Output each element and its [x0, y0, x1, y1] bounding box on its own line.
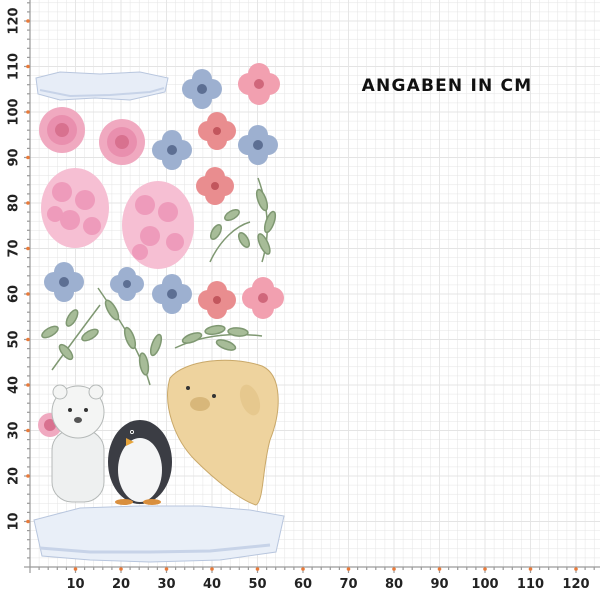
x-axis-labels: 10 20 30 40 50 60 70 80 90 100 110 120 — [66, 567, 590, 592]
rose-2 — [99, 119, 145, 165]
x-tick-marker — [301, 567, 305, 571]
y-tick-label: 50 — [7, 330, 22, 348]
y-tick-marker — [26, 155, 30, 160]
y-tick-label: 110 — [7, 53, 22, 80]
y-tick-label: 20 — [7, 467, 22, 485]
blue-flower-1 — [182, 69, 222, 109]
hydrangea-1 — [41, 168, 109, 248]
y-tick-label: 100 — [7, 98, 22, 125]
y-tick-marker — [26, 201, 30, 205]
coral-flower-4 — [198, 281, 236, 319]
coral-flower-1 — [238, 63, 280, 105]
x-tick-marker — [392, 567, 396, 571]
x-tick-marker — [483, 567, 487, 571]
rose-1 — [39, 107, 85, 153]
page-title: ANGABEN IN CM — [361, 76, 533, 96]
blue-flower-4 — [44, 262, 84, 302]
leaf-branch-5 — [174, 324, 263, 351]
coral-flower-3 — [196, 167, 234, 205]
x-tick-label: 90 — [430, 577, 448, 592]
x-tick-marker — [255, 567, 260, 571]
x-tick-label: 80 — [385, 577, 403, 592]
x-tick-marker — [73, 567, 78, 571]
x-tick-label: 10 — [66, 577, 84, 592]
leaf-branch-2 — [209, 208, 251, 263]
decal-sheet — [33, 63, 285, 563]
y-tick-marker — [26, 383, 30, 387]
y-axis-labels: 10 20 30 40 50 60 70 80 90 100 110 120 — [7, 7, 30, 531]
x-tick-marker — [574, 567, 578, 571]
leaf-branch-1 — [255, 177, 277, 263]
y-tick-marker — [26, 292, 30, 296]
leaf-branch-4 — [97, 287, 163, 386]
x-tick-marker — [346, 567, 351, 571]
x-tick-marker — [119, 567, 123, 571]
x-tick-label: 70 — [339, 577, 357, 592]
y-tick-marker — [26, 519, 30, 524]
y-tick-marker — [26, 110, 30, 114]
blue-flower-3 — [238, 125, 278, 165]
x-tick-label: 100 — [471, 577, 498, 592]
x-tick-marker — [164, 567, 169, 571]
x-tick-label: 50 — [248, 577, 266, 592]
y-tick-label: 90 — [7, 148, 22, 166]
walrus — [167, 359, 279, 506]
y-tick-marker — [26, 64, 30, 69]
y-tick-label: 80 — [7, 194, 22, 212]
y-tick-label: 120 — [7, 7, 22, 34]
leaf-branch-3 — [41, 304, 101, 371]
polar-bear — [51, 384, 105, 503]
x-tick-label: 110 — [517, 577, 544, 592]
y-tick-marker — [26, 19, 30, 23]
ice-floe-bottom — [33, 505, 285, 563]
blue-flower-5 — [110, 267, 144, 301]
penguin — [108, 420, 172, 505]
x-tick-marker — [210, 567, 214, 571]
y-tick-label: 30 — [7, 421, 22, 439]
coral-flower-2 — [198, 112, 236, 150]
y-tick-marker — [26, 428, 30, 433]
hydrangea-2 — [122, 181, 194, 269]
ice-floe-top — [35, 71, 169, 101]
blue-flower-2 — [152, 130, 192, 170]
y-tick-marker — [26, 474, 30, 478]
coral-flower-5 — [242, 277, 284, 319]
y-tick-label: 60 — [7, 285, 22, 303]
x-tick-marker — [437, 567, 442, 571]
x-tick-label: 120 — [562, 577, 589, 592]
x-tick-label: 60 — [294, 577, 312, 592]
y-tick-label: 40 — [7, 376, 22, 394]
y-tick-label: 70 — [7, 239, 22, 257]
blue-flower-6 — [152, 274, 192, 314]
x-tick-label: 40 — [203, 577, 221, 592]
y-tick-label: 10 — [7, 512, 22, 530]
x-tick-label: 20 — [112, 577, 130, 592]
x-tick-label: 30 — [157, 577, 175, 592]
x-tick-marker — [528, 567, 533, 571]
y-tick-marker — [26, 246, 30, 251]
y-tick-marker — [26, 337, 30, 342]
